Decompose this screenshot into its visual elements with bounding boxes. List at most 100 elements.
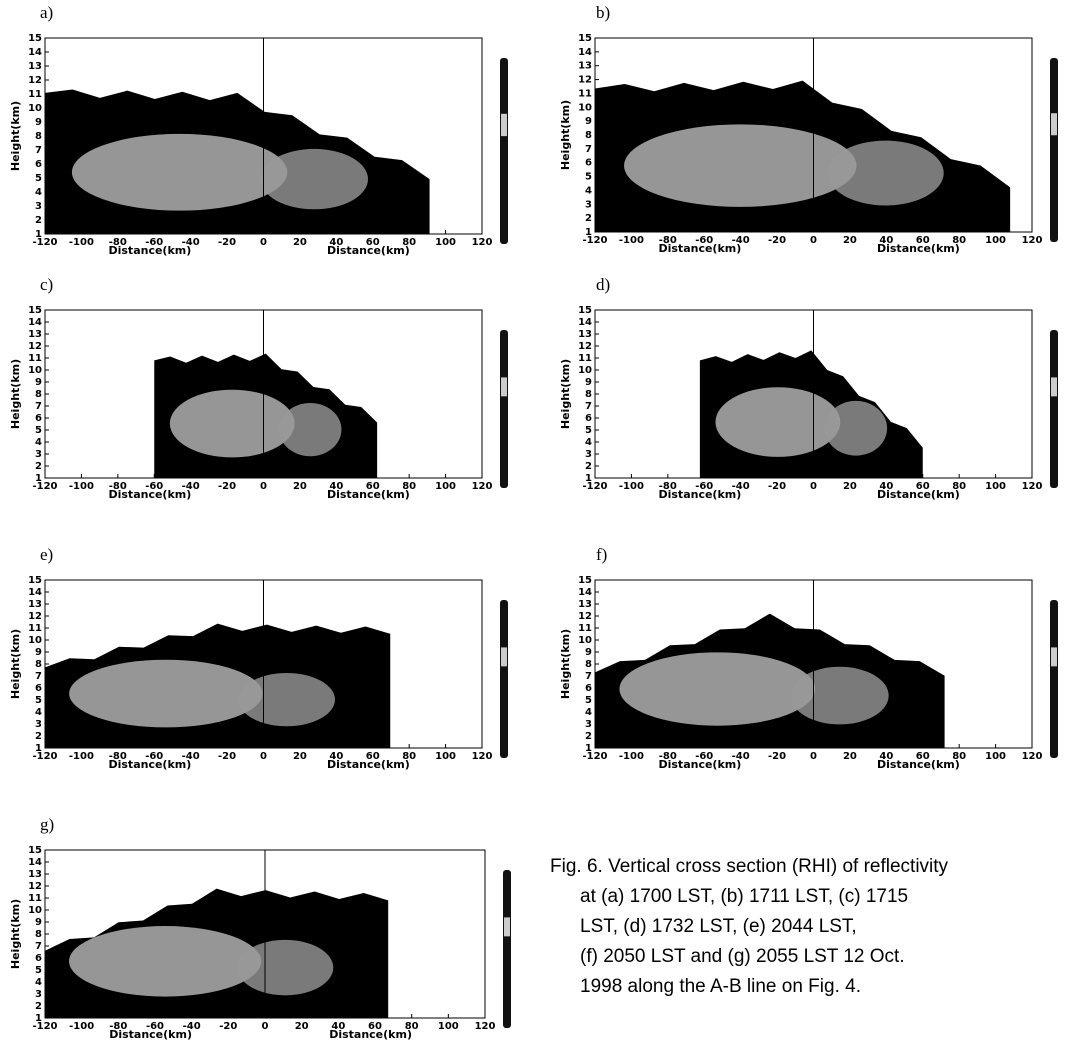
y-tick-label: 4 bbox=[35, 707, 42, 718]
x-axis-label: Distance(km) bbox=[327, 758, 410, 771]
y-tick-label: 12 bbox=[578, 341, 592, 352]
panel-label: c) bbox=[40, 275, 53, 294]
y-tick-label: 1 bbox=[35, 1013, 42, 1024]
y-tick-label: 15 bbox=[578, 305, 592, 316]
colorbar bbox=[503, 870, 511, 1028]
y-tick-label: 11 bbox=[578, 88, 592, 99]
panel: a)-120-100-80-60-40-20020406080100120123… bbox=[9, 3, 508, 257]
y-tick-label: 12 bbox=[28, 881, 42, 892]
y-tick-label: 15 bbox=[28, 845, 42, 856]
y-tick-label: 7 bbox=[35, 941, 42, 952]
x-tick-label: -100 bbox=[619, 481, 644, 492]
echo-core bbox=[170, 390, 295, 458]
y-tick-label: 4 bbox=[585, 707, 592, 718]
y-tick-label: 12 bbox=[28, 75, 42, 86]
echo-core bbox=[827, 141, 943, 206]
y-tick-label: 8 bbox=[35, 659, 42, 670]
x-axis-label: Distance(km) bbox=[109, 1028, 192, 1041]
y-tick-label: 4 bbox=[585, 437, 592, 448]
y-tick-label: 12 bbox=[28, 341, 42, 352]
x-tick-label: 0 bbox=[260, 481, 267, 492]
y-tick-label: 14 bbox=[28, 47, 42, 58]
x-tick-label: 0 bbox=[260, 237, 267, 248]
x-axis-label: Distance(km) bbox=[877, 758, 960, 771]
colorbar-band bbox=[504, 917, 510, 936]
y-tick-label: 6 bbox=[35, 413, 42, 424]
y-tick-label: 11 bbox=[28, 353, 42, 364]
colorbar bbox=[1050, 600, 1058, 758]
figure: Fig. 6. Vertical cross section (RHI) of … bbox=[0, 0, 1088, 1048]
y-tick-label: 9 bbox=[585, 116, 592, 127]
colorbar bbox=[1050, 330, 1058, 488]
colorbar bbox=[500, 330, 508, 488]
x-tick-label: 120 bbox=[472, 237, 493, 248]
y-tick-label: 10 bbox=[28, 635, 42, 646]
panel: f)-120-100-80-60-40-20020406080100120123… bbox=[559, 545, 1058, 771]
x-tick-label: 100 bbox=[435, 751, 456, 762]
y-tick-label: 6 bbox=[585, 158, 592, 169]
panel: c)-120-100-80-60-40-20020406080100120123… bbox=[9, 275, 508, 501]
y-tick-label: 9 bbox=[585, 647, 592, 658]
y-tick-label: 7 bbox=[585, 401, 592, 412]
caption-line: 1998 along the A-B line on Fig. 4. bbox=[580, 976, 861, 997]
colorbar bbox=[500, 600, 508, 758]
y-tick-label: 5 bbox=[35, 965, 42, 976]
x-tick-label: 20 bbox=[293, 237, 307, 248]
y-tick-label: 7 bbox=[585, 144, 592, 155]
colorbar-band bbox=[501, 647, 507, 666]
y-tick-label: 6 bbox=[585, 683, 592, 694]
y-tick-label: 13 bbox=[578, 599, 592, 610]
x-tick-label: 120 bbox=[1022, 481, 1043, 492]
y-tick-label: 11 bbox=[578, 353, 592, 364]
panel-label: f) bbox=[596, 545, 607, 564]
y-tick-label: 10 bbox=[28, 365, 42, 376]
x-tick-label: -20 bbox=[218, 481, 236, 492]
y-tick-label: 13 bbox=[578, 61, 592, 72]
y-tick-label: 2 bbox=[35, 1001, 42, 1012]
y-axis-label: Height(km) bbox=[9, 101, 22, 171]
y-tick-label: 8 bbox=[35, 929, 42, 940]
y-tick-label: 4 bbox=[35, 437, 42, 448]
x-tick-label: -100 bbox=[69, 237, 94, 248]
y-tick-label: 5 bbox=[585, 425, 592, 436]
x-axis-label: Distance(km) bbox=[327, 244, 410, 257]
y-tick-label: 3 bbox=[35, 449, 42, 460]
y-tick-label: 7 bbox=[35, 401, 42, 412]
y-tick-label: 15 bbox=[28, 305, 42, 316]
y-tick-label: 1 bbox=[35, 229, 42, 240]
y-tick-label: 13 bbox=[28, 599, 42, 610]
y-tick-label: 2 bbox=[585, 213, 592, 224]
y-tick-label: 8 bbox=[35, 131, 42, 142]
colorbar bbox=[500, 58, 508, 244]
y-tick-label: 2 bbox=[35, 731, 42, 742]
x-tick-label: -100 bbox=[69, 1021, 94, 1032]
y-tick-label: 9 bbox=[35, 647, 42, 658]
x-tick-label: 0 bbox=[810, 751, 817, 762]
x-axis-label: Distance(km) bbox=[108, 244, 191, 257]
y-tick-label: 7 bbox=[35, 671, 42, 682]
caption: Fig. 6. Vertical cross section (RHI) of … bbox=[550, 856, 949, 997]
y-tick-label: 3 bbox=[585, 199, 592, 210]
y-tick-label: 9 bbox=[585, 377, 592, 388]
y-tick-label: 11 bbox=[28, 893, 42, 904]
echo-core bbox=[69, 660, 262, 728]
y-tick-label: 2 bbox=[35, 215, 42, 226]
x-tick-label: 100 bbox=[985, 751, 1006, 762]
x-axis-label: Distance(km) bbox=[658, 758, 741, 771]
y-axis-label: Height(km) bbox=[9, 629, 22, 699]
y-tick-label: 5 bbox=[585, 695, 592, 706]
caption-line: at (a) 1700 LST, (b) 1711 LST, (c) 1715 bbox=[580, 886, 908, 907]
y-tick-label: 6 bbox=[35, 953, 42, 964]
caption-line: Fig. 6. Vertical cross section (RHI) of … bbox=[550, 856, 949, 877]
caption-line: (f) 2050 LST and (g) 2055 LST 12 Oct. bbox=[580, 946, 905, 967]
y-tick-label: 7 bbox=[35, 145, 42, 156]
panel: b)-120-100-80-60-40-20020406080100120123… bbox=[559, 3, 1058, 255]
x-axis-label: Distance(km) bbox=[658, 488, 741, 501]
y-tick-label: 11 bbox=[28, 623, 42, 634]
y-tick-label: 13 bbox=[28, 329, 42, 340]
x-tick-label: 20 bbox=[293, 481, 307, 492]
panel: d)-120-100-80-60-40-20020406080100120123… bbox=[559, 275, 1058, 501]
echo-core bbox=[69, 926, 261, 997]
y-tick-label: 8 bbox=[35, 389, 42, 400]
